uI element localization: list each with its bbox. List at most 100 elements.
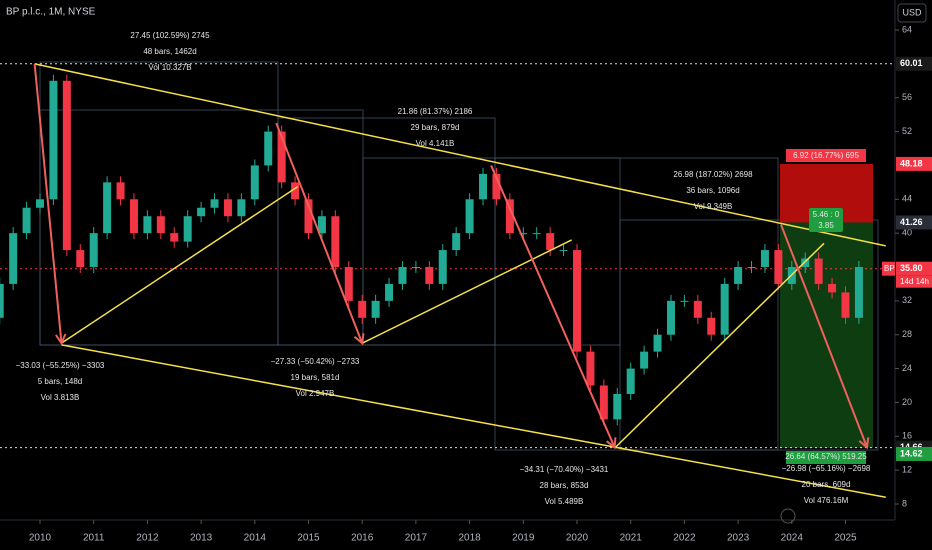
price-label-bg <box>896 215 932 230</box>
candle-body <box>317 216 326 234</box>
measure-label: 48 bars, 1462d <box>143 47 196 56</box>
candle-body <box>9 233 18 284</box>
candle-body <box>425 267 434 284</box>
stop-label: 26.64 (64.57%) 519.25 <box>785 452 867 461</box>
arrow <box>33 63 63 344</box>
y-tick-label: 52 <box>902 126 912 136</box>
candle-body <box>613 393 622 420</box>
candle-body <box>156 216 165 234</box>
candle-body <box>183 216 192 242</box>
x-tick-label: 2012 <box>136 533 159 544</box>
candle-body <box>465 199 474 234</box>
x-tick-label: 2017 <box>405 533 428 544</box>
candle-body <box>76 250 85 267</box>
candle-body <box>546 233 555 251</box>
candle-body <box>438 250 447 284</box>
trend-line <box>34 63 886 247</box>
countdown: 14d 14h <box>900 277 929 286</box>
candle-body <box>774 250 783 284</box>
x-tick-label: 2018 <box>458 533 481 544</box>
x-tick-label: 2022 <box>673 533 696 544</box>
candle-body <box>814 258 823 284</box>
trend-line <box>614 242 825 449</box>
target-label-bg <box>786 149 866 162</box>
stop-label-bg <box>786 451 866 464</box>
candle-body <box>250 165 259 200</box>
candle-body <box>143 216 152 234</box>
candle-body <box>492 173 501 200</box>
trend-line <box>61 344 886 498</box>
candle-body <box>841 292 850 318</box>
candle-body <box>223 199 232 217</box>
candle-body <box>398 267 407 284</box>
arrow-head <box>353 333 365 346</box>
trend-line <box>61 185 299 344</box>
measure-label: 29 bars, 879d <box>411 123 460 132</box>
candle-body <box>22 207 31 234</box>
measure-label: 27.45 (102.59%) 2745 <box>130 31 210 40</box>
candle-body <box>237 199 246 217</box>
candle-body <box>854 267 863 318</box>
x-tick-label: 2016 <box>351 533 374 544</box>
candle-body <box>304 199 313 234</box>
y-tick-label: 16 <box>902 431 912 441</box>
candle-body <box>103 182 112 234</box>
ratio-value: 3.85 <box>818 221 834 230</box>
candle-body <box>62 80 71 251</box>
y-tick-label: 64 <box>902 24 912 34</box>
y-tick-label: 24 <box>902 363 912 373</box>
x-tick-label: 2014 <box>244 533 267 544</box>
price-label-bg <box>896 446 932 461</box>
candle-body <box>170 233 179 242</box>
arrow <box>490 165 616 448</box>
x-tick-label: 2021 <box>620 533 643 544</box>
x-tick-label: 2011 <box>83 533 105 544</box>
y-tick-label: 44 <box>902 194 912 204</box>
chart-title: BP p.l.c., 1M, NYSE <box>6 7 96 18</box>
measure-box <box>619 219 879 451</box>
candle-body <box>532 233 541 235</box>
candle-body <box>680 300 689 302</box>
candle-body <box>828 283 837 293</box>
price-label: 14.62 <box>900 448 923 458</box>
candle-body <box>573 250 581 352</box>
candle-body <box>210 199 219 208</box>
candle-body <box>277 131 286 183</box>
x-tick-label: 2013 <box>190 533 213 544</box>
price-label-bg <box>896 261 932 276</box>
candle-body <box>479 173 488 200</box>
symbol-bg <box>882 261 895 276</box>
trend-line <box>361 239 572 344</box>
y-tick-label: 8 <box>902 498 907 508</box>
candle-body <box>666 300 675 335</box>
candle-body <box>760 250 769 267</box>
candle-body <box>358 300 367 318</box>
currency[interactable]: USD <box>902 7 922 17</box>
candle-body <box>559 250 568 252</box>
lightning-icon[interactable] <box>780 508 796 524</box>
candle-body <box>801 258 810 267</box>
price-label-bg <box>896 156 932 171</box>
candle-body <box>411 267 420 268</box>
measure-label: 19 bars, 581d <box>291 373 340 382</box>
price-label: 35.80 <box>900 263 923 273</box>
countdown-bg <box>896 275 932 288</box>
candle-body <box>599 385 608 420</box>
measure-label: Vol 9.349B <box>694 202 733 211</box>
price-label-bg <box>896 56 932 71</box>
candle-body <box>371 300 380 318</box>
measure-label: Vol 5.489B <box>545 497 584 506</box>
measure-label: Vol 3.813B <box>41 393 80 402</box>
candle-body <box>385 283 394 301</box>
candle-body <box>89 233 98 267</box>
candle-body <box>452 233 461 251</box>
arrow-head <box>606 437 617 450</box>
ratio-label: 5.46 : 0 <box>813 210 840 219</box>
price-label: 48.18 <box>900 158 923 168</box>
currency-button[interactable] <box>897 3 927 23</box>
candle-body <box>519 233 528 235</box>
measure-label: −27.33 (−50.42%) −2733 <box>271 357 360 366</box>
measure-label: 28 bars, 853d <box>540 481 589 490</box>
candle-body <box>291 182 300 200</box>
